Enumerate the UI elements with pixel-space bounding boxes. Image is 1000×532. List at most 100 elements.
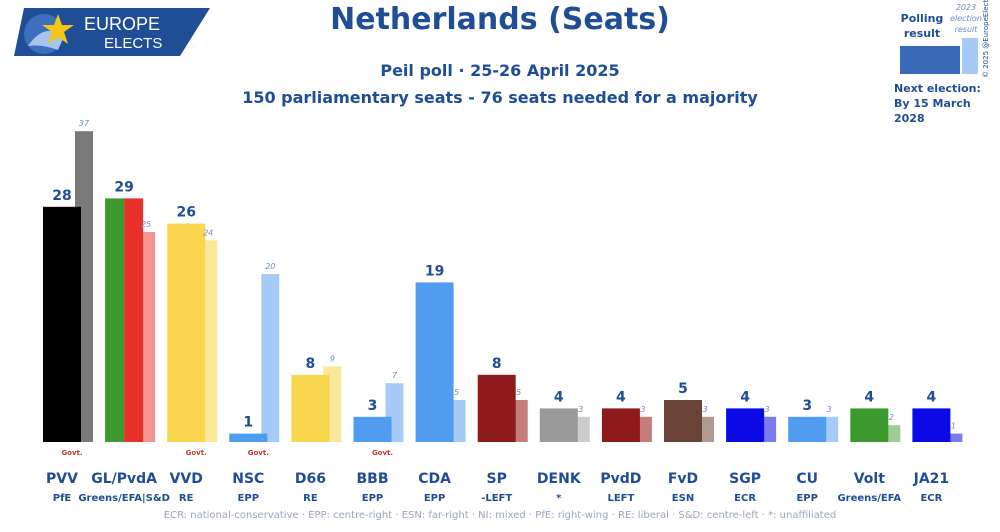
party-label-13: Volt [854,471,885,487]
poll-bar-12 [788,416,827,442]
bar-chart: 2837Govt.PVVPfE2925GL/PvdAGreens/EFA|S&D… [43,119,963,504]
party-label-2: VVD [170,471,203,487]
govt-marker-2: Govt. [186,449,207,457]
legend-prev-label-2: election [950,14,982,23]
poll-bar-5 [353,416,392,442]
poll-bar-9 [601,408,640,442]
group-label-8: * [556,493,562,504]
footer-note: ECR: national-conservative · EPP: centre… [163,510,837,521]
prev-value-label-13: 2 [889,413,894,422]
poll-bar-1-1 [124,198,144,442]
poll-bar-8 [539,408,578,442]
poll-bar-7 [477,374,516,442]
prev-value-label-3: 20 [265,262,275,271]
chart-title: Netherlands (Seats) [330,2,670,37]
poll-value-label-1: 29 [114,179,133,195]
prev-value-label-8: 3 [578,405,583,414]
govt-marker-0: Govt. [61,449,82,457]
prev-bar-3 [261,274,280,442]
prev-value-label-11: 3 [765,405,770,414]
legend-polling-label-2: result [904,27,940,40]
party-label-3: NSC [232,471,264,487]
poll-bar-13 [850,408,889,442]
party-label-12: CU [796,471,818,487]
poll-value-label-10: 5 [678,381,688,397]
group-label-11: ECR [734,493,756,504]
party-label-7: SP [487,471,507,487]
party-label-5: BBB [356,471,388,487]
group-label-2: RE [179,493,194,504]
poll-bar-11 [726,408,765,442]
prev-value-label-12: 3 [827,405,832,414]
poll-value-label-8: 4 [554,389,564,405]
poll-bar-4 [291,374,330,442]
prev-value-label-10: 3 [702,405,707,414]
group-label-14: ECR [920,493,942,504]
chart-subtitle: Peil poll · 25-26 April 2025 [380,61,620,80]
poll-bar-1-0 [105,198,125,442]
govt-marker-3: Govt. [248,449,269,457]
poll-value-label-2: 26 [176,205,195,221]
prev-bar-14 [944,433,963,442]
legend: Polling result 2023 election result © 20… [900,0,990,78]
group-label-12: EPP [796,493,818,504]
group-label-13: Greens/EFA [837,493,901,504]
poll-bar-14 [912,408,951,442]
poll-bar-2 [167,223,206,442]
poll-bar-10 [664,400,702,442]
party-label-4: D66 [295,471,326,487]
group-label-9: LEFT [607,493,634,504]
logo-text-line2: ELECTS [104,35,162,52]
party-label-0: PVV [46,471,78,487]
group-label-0: PfE [53,493,72,504]
chart-subtitle-2: 150 parliamentary seats - 76 seats neede… [242,88,758,107]
prev-value-label-6: 5 [454,388,459,397]
poll-bar-3 [229,433,268,442]
poll-value-label-7: 8 [492,356,502,372]
legend-prev-swatch [962,38,978,74]
poll-value-label-0: 28 [52,188,71,204]
group-label-1: Greens/EFA|S&D [78,493,170,504]
poll-value-label-14: 4 [927,389,937,405]
europe-elects-logo: EUROPE ELECTS [14,8,210,56]
poll-value-label-13: 4 [864,389,874,405]
group-label-7: -LEFT [481,493,512,504]
group-label-5: EPP [362,493,384,504]
poll-value-label-5: 3 [368,398,378,414]
party-label-8: DENK [537,471,582,487]
poll-value-label-3: 1 [243,415,253,431]
next-election-date: By 15 March 2028 [894,97,971,125]
next-election: Next election: By 15 March 2028 [894,81,1000,126]
poll-value-label-11: 4 [740,389,750,405]
party-label-14: JA21 [913,471,950,487]
party-label-11: SGP [729,471,761,487]
legend-poll-swatch [900,46,960,74]
poll-value-label-6: 19 [425,263,444,279]
group-label-6: EPP [424,493,446,504]
poll-value-label-12: 3 [802,398,812,414]
legend-polling-label-1: Polling [901,12,944,25]
prev-value-label-7: 5 [516,388,521,397]
prev-value-label-14: 1 [951,422,956,431]
party-label-6: CDA [418,471,451,487]
copyright-text: © 2025 @EuropeElects [982,0,990,78]
legend-prev-label-1: 2023 [956,3,976,12]
prev-value-label-4: 9 [330,354,335,363]
logo-text-line1: EUROPE [84,14,160,34]
prev-value-label-9: 3 [640,405,645,414]
prev-value-label-1: 25 [141,220,151,229]
govt-marker-5: Govt. [372,449,393,457]
next-election-label: Next election: [894,82,981,95]
prev-value-label-0: 37 [79,119,90,128]
party-label-9: PvdD [600,471,641,487]
group-label-3: EPP [238,493,260,504]
party-label-1: GL/PvdA [91,471,157,487]
group-label-10: ESN [672,493,694,504]
poll-bar-6 [415,282,454,442]
prev-value-label-5: 7 [392,371,398,380]
party-label-10: FvD [668,471,698,487]
prev-value-label-2: 24 [203,228,213,237]
group-label-4: RE [303,493,318,504]
poll-value-label-9: 4 [616,389,626,405]
legend-prev-label-3: result [955,25,979,34]
